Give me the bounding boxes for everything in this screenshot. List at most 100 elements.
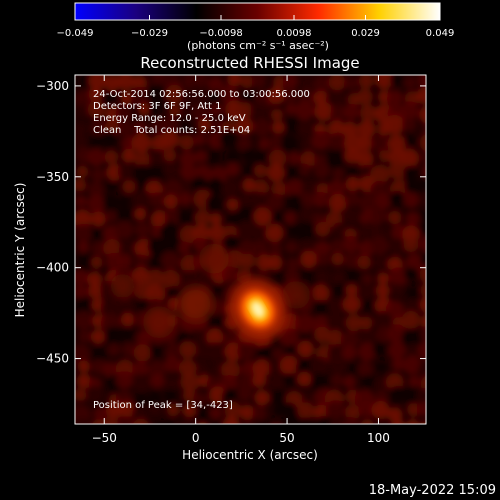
heatmap-blob	[267, 255, 283, 271]
heatmap-blob	[194, 209, 211, 226]
heatmap-blob	[147, 269, 165, 287]
heatmap-blob	[134, 207, 147, 221]
heatmap-blob	[371, 135, 389, 153]
x-axis-ticks: −50 0 50 100	[92, 75, 390, 445]
heatmap-blob	[281, 134, 300, 153]
heatmap-blob	[133, 120, 148, 135]
heatmap-blob	[284, 117, 302, 134]
heatmap-blob	[241, 148, 257, 163]
x-tick-label: 50	[279, 431, 294, 445]
heatmap-blob	[132, 373, 151, 393]
heatmap-blob	[419, 133, 426, 152]
heatmap-blob	[236, 386, 253, 402]
heatmap-blob	[309, 356, 329, 376]
heatmap-blob	[149, 256, 164, 271]
heatmap-blob	[295, 221, 316, 242]
heatmap-blob	[419, 421, 426, 424]
heatmap-blob	[300, 250, 318, 269]
heatmap-blob	[285, 194, 304, 212]
heatmap-blob	[209, 213, 223, 226]
heatmap-blob	[266, 163, 285, 182]
chart-title: Reconstructed RHESSI Image	[140, 54, 359, 72]
heatmap-blob	[180, 372, 200, 392]
heatmap-blob	[343, 251, 361, 269]
heatmap-blob	[131, 132, 152, 153]
heatmap-blob	[178, 192, 193, 206]
heatmap-blob	[132, 418, 150, 424]
y-tick-label: −400	[36, 261, 69, 275]
heatmap-blob	[240, 75, 254, 89]
heatmap-blob	[103, 75, 121, 92]
heatmap-blob	[330, 104, 348, 122]
heatmap-blob	[179, 163, 196, 181]
heatmap-blob	[160, 269, 181, 290]
heatmap-blob	[240, 360, 258, 377]
heatmap-blob	[76, 165, 89, 178]
heatmap-blob	[342, 236, 359, 253]
heatmap-blob	[420, 251, 426, 268]
heatmap-blob	[251, 75, 267, 89]
heatmap-blob	[242, 162, 257, 177]
colorbar-tick-label: −0.049	[56, 28, 93, 39]
heatmap-blob	[102, 361, 118, 378]
heatmap-blob	[161, 130, 179, 149]
heatmap-blob	[313, 162, 330, 179]
heatmap-blob	[283, 373, 297, 387]
heatmap-blob	[197, 118, 212, 132]
heatmap-blob	[182, 180, 195, 193]
heatmap-blob	[347, 362, 360, 375]
heatmap-blob	[314, 269, 330, 286]
heatmap-blob	[239, 404, 255, 421]
heatmap-blob	[344, 191, 360, 207]
heatmap-blob	[341, 417, 359, 424]
heatmap-blob	[297, 402, 315, 420]
heatmap-blob	[206, 314, 224, 332]
heatmap-blob	[416, 388, 426, 406]
heatmap-blob	[76, 253, 93, 270]
heatmap-blob	[148, 164, 164, 181]
heatmap-blob	[114, 220, 134, 240]
heatmap-blob	[286, 257, 301, 272]
heatmap-blob	[149, 344, 164, 359]
heatmap-blob	[178, 208, 195, 225]
heatmap-blob	[420, 314, 426, 330]
heatmap-blob	[87, 100, 106, 119]
heatmap-blob	[344, 76, 359, 91]
heatmap-blob	[166, 403, 180, 417]
heatmap-blob	[281, 402, 298, 419]
heatmap-blob	[133, 343, 152, 363]
heatmap-blob	[89, 134, 103, 149]
heatmap-blob	[236, 220, 256, 240]
heatmap-blob	[283, 267, 299, 283]
heatmap-blob	[388, 237, 407, 256]
heatmap-blob	[312, 299, 329, 316]
y-axis-label: Heliocentric Y (arcsec)	[13, 183, 27, 318]
colorbar-fill	[74, 2, 441, 21]
heatmap-blob	[118, 401, 136, 418]
heatmap-blob	[312, 284, 330, 303]
heatmap-blob	[419, 235, 426, 254]
heatmap-blob	[102, 90, 116, 105]
heatmap-blob	[160, 116, 180, 136]
heatmap-blob	[149, 192, 166, 208]
heatmap-blob	[135, 330, 152, 347]
heatmap-blob	[285, 240, 298, 254]
heatmap-blob	[388, 160, 408, 180]
heatmap-blob	[357, 255, 372, 270]
heatmap-blob	[192, 237, 207, 252]
heatmap-blob	[165, 237, 182, 255]
heatmap-blob	[406, 343, 421, 358]
heatmap-blob	[105, 180, 118, 194]
heatmap-blob	[266, 193, 284, 211]
heatmap-blob	[418, 209, 426, 222]
heatmap-blob	[421, 164, 426, 179]
heatmap-blob	[104, 150, 119, 164]
heatmap-blob	[90, 345, 107, 362]
heatmap-blob	[399, 101, 420, 121]
heatmap-blob	[236, 136, 252, 151]
heatmap-blob	[326, 312, 346, 332]
heatmap-blob	[227, 75, 242, 87]
heatmap-image	[75, 75, 426, 424]
heatmap-blob	[356, 282, 375, 301]
heatmap-blob	[87, 271, 103, 287]
